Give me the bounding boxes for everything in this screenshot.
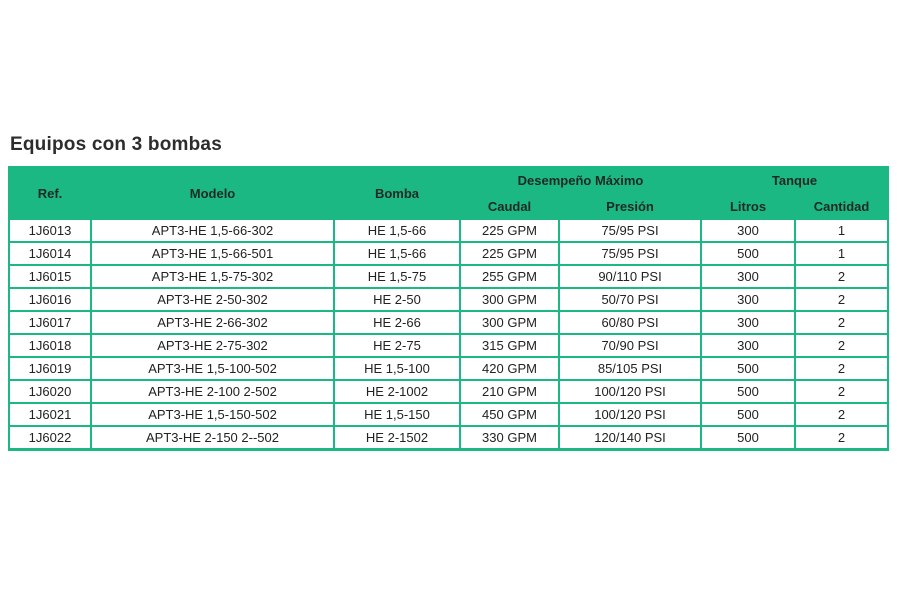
table-row: 1J6018 APT3-HE 2-75-302 HE 2-75 315 GPM 70/9… [8,333,890,358]
cell-ref: 1J6017 [8,310,92,335]
table-row: 1J6020 APT3-HE 2-100 2-502 HE 2-1002 210 GP… [8,379,890,404]
cell-litros: 500 [700,356,797,381]
header-presion: Presión [557,192,703,220]
cell-modelo: APT3-HE 1,5-100-502 [90,356,335,381]
cell-caudal: 225 GPM [459,218,560,243]
cell-presion: 70/90 PSI [557,333,703,358]
cell-litros: 300 [700,310,797,335]
cell-modelo: APT3-HE 1,5-66-501 [90,241,335,266]
cell-litros: 500 [700,379,797,404]
cell-modelo: APT3-HE 2-150 2--502 [90,425,335,451]
cell-caudal: 210 GPM [459,379,560,404]
cell-caudal: 300 GPM [459,310,560,335]
cell-cantidad: 2 [794,333,890,358]
cell-modelo: APT3-HE 2-50-302 [90,287,335,312]
table-row: 1J6015 APT3-HE 1,5-75-302 HE 1,5-75 255 GPM… [8,264,890,289]
header-ref: Ref. [8,166,92,220]
cell-cantidad: 2 [794,310,890,335]
cell-ref: 1J6020 [8,379,92,404]
cell-ref: 1J6019 [8,356,92,381]
table-row: 1J6022 APT3-HE 2-150 2--502 HE 2-1502 330 G… [8,425,890,451]
header-litros: Litros [700,192,797,220]
cell-bomba: HE 1,5-66 [333,241,461,266]
table-row: 1J6017 APT3-HE 2-66-302 HE 2-66 300 GPM 60/8… [8,310,890,335]
cell-cantidad: 2 [794,356,890,381]
cell-bomba: HE 2-1502 [333,425,461,451]
cell-cantidad: 2 [794,287,890,312]
cell-caudal: 330 GPM [459,425,560,451]
header-modelo: Modelo [90,166,335,220]
cell-bomba: HE 1,5-66 [333,218,461,243]
cell-presion: 100/120 PSI [557,379,703,404]
table-row: 1J6016 APT3-HE 2-50-302 HE 2-50 300 GPM 50/7… [8,287,890,312]
header-caudal: Caudal [459,192,560,220]
cell-litros: 500 [700,402,797,427]
cell-caudal: 450 GPM [459,402,560,427]
cell-modelo: APT3-HE 2-66-302 [90,310,335,335]
cell-ref: 1J6013 [8,218,92,243]
cell-cantidad: 2 [794,402,890,427]
cell-presion: 50/70 PSI [557,287,703,312]
header-bomba: Bomba [333,166,461,220]
cell-litros: 300 [700,264,797,289]
equipment-table: Ref. Modelo Bomba Desempeño Máximo Tanqu… [8,166,890,451]
cell-ref: 1J6018 [8,333,92,358]
cell-modelo: APT3-HE 2-75-302 [90,333,335,358]
cell-presion: 85/105 PSI [557,356,703,381]
cell-bomba: HE 1,5-150 [333,402,461,427]
cell-presion: 100/120 PSI [557,402,703,427]
cell-bomba: HE 2-75 [333,333,461,358]
cell-modelo: APT3-HE 1,5-150-502 [90,402,335,427]
cell-ref: 1J6014 [8,241,92,266]
table-row: 1J6021 APT3-HE 1,5-150-502 HE 1,5-150 450 G… [8,402,890,427]
cell-litros: 500 [700,425,797,451]
cell-ref: 1J6016 [8,287,92,312]
cell-cantidad: 1 [794,241,890,266]
cell-bomba: HE 1,5-100 [333,356,461,381]
cell-presion: 120/140 PSI [557,425,703,451]
cell-cantidad: 2 [794,264,890,289]
cell-litros: 500 [700,241,797,266]
cell-litros: 300 [700,218,797,243]
header-desempeno: Desempeño Máximo [458,166,703,194]
cell-caudal: 420 GPM [459,356,560,381]
section-title: Equipos con 3 bombas [10,134,222,155]
cell-caudal: 300 GPM [459,287,560,312]
cell-bomba: HE 2-1002 [333,379,461,404]
cell-ref: 1J6015 [8,264,92,289]
table-row: 1J6019 APT3-HE 1,5-100-502 HE 1,5-100 420 G… [8,356,890,381]
cell-bomba: HE 1,5-75 [333,264,461,289]
cell-caudal: 315 GPM [459,333,560,358]
table-header: Ref. Modelo Bomba Desempeño Máximo Tanqu… [8,166,890,220]
cell-modelo: APT3-HE 2-100 2-502 [90,379,335,404]
cell-presion: 60/80 PSI [557,310,703,335]
header-cantidad: Cantidad [794,192,890,220]
cell-modelo: APT3-HE 1,5-66-302 [90,218,335,243]
cell-caudal: 225 GPM [459,241,560,266]
cell-bomba: HE 2-50 [333,287,461,312]
table-row: 1J6014 APT3-HE 1,5-66-501 HE 1,5-66 225 GPM… [8,241,890,266]
cell-litros: 300 [700,287,797,312]
cell-ref: 1J6022 [8,425,92,451]
cell-caudal: 255 GPM [459,264,560,289]
cell-cantidad: 2 [794,379,890,404]
cell-presion: 75/95 PSI [557,241,703,266]
cell-bomba: HE 2-66 [333,310,461,335]
cell-litros: 300 [700,333,797,358]
cell-cantidad: 1 [794,218,890,243]
cell-presion: 90/110 PSI [557,264,703,289]
cell-cantidad: 2 [794,425,890,451]
table-body: 1J6013 APT3-HE 1,5-66-302 HE 1,5-66 225 GPM… [8,218,890,451]
table-row: 1J6013 APT3-HE 1,5-66-302 HE 1,5-66 225 GPM… [8,218,890,243]
cell-modelo: APT3-HE 1,5-75-302 [90,264,335,289]
cell-presion: 75/95 PSI [557,218,703,243]
header-tanque: Tanque [700,166,890,194]
cell-ref: 1J6021 [8,402,92,427]
